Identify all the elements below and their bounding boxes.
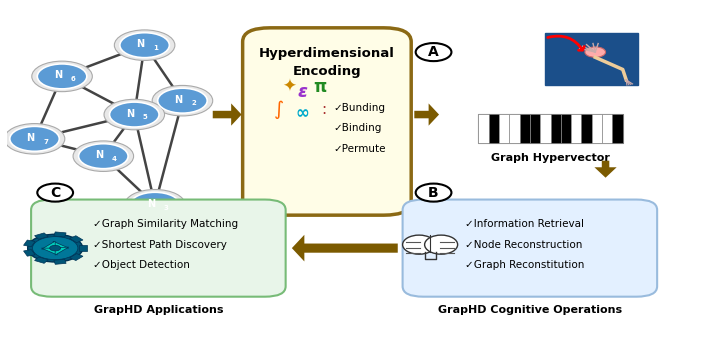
Bar	[499, 114, 509, 143]
Circle shape	[37, 184, 73, 202]
Bar	[550, 114, 561, 143]
Text: A: A	[428, 45, 439, 59]
Polygon shape	[41, 241, 55, 249]
Text: N: N	[136, 39, 145, 49]
Text: :: :	[321, 102, 326, 117]
Text: N: N	[95, 150, 103, 160]
Text: N: N	[126, 109, 134, 119]
Circle shape	[416, 43, 451, 61]
Text: Graph Hypervector: Graph Hypervector	[491, 153, 610, 163]
Bar	[602, 114, 612, 143]
Circle shape	[73, 141, 133, 171]
Bar	[69, 253, 83, 261]
Circle shape	[104, 99, 164, 130]
FancyBboxPatch shape	[31, 200, 286, 297]
Text: 7: 7	[43, 139, 48, 145]
Bar	[24, 250, 35, 256]
Text: ✓Information Retrieval: ✓Information Retrieval	[465, 219, 583, 229]
Text: GrapHD Applications: GrapHD Applications	[93, 306, 223, 315]
Ellipse shape	[425, 235, 458, 254]
FancyBboxPatch shape	[243, 28, 411, 215]
Text: N: N	[54, 70, 62, 80]
Bar	[34, 257, 48, 263]
Polygon shape	[53, 241, 69, 248]
Circle shape	[50, 245, 60, 251]
Text: ✦: ✦	[282, 78, 296, 96]
Bar	[24, 240, 35, 247]
Polygon shape	[55, 247, 69, 255]
Circle shape	[4, 124, 65, 154]
Text: ✓Graph Reconstitution: ✓Graph Reconstitution	[465, 261, 584, 270]
Polygon shape	[41, 248, 58, 255]
Text: N: N	[147, 199, 155, 209]
Bar	[54, 259, 66, 264]
Text: Hyperdimensional: Hyperdimensional	[259, 47, 395, 60]
Bar	[509, 114, 519, 143]
Text: 6: 6	[71, 76, 75, 82]
Circle shape	[114, 30, 175, 61]
Circle shape	[32, 237, 78, 259]
Text: Encoding: Encoding	[293, 65, 362, 78]
Bar	[478, 114, 623, 143]
Circle shape	[130, 192, 180, 217]
Text: C: C	[50, 185, 60, 200]
Text: ✓Object Detection: ✓Object Detection	[93, 261, 190, 270]
Circle shape	[32, 61, 93, 92]
Bar	[561, 114, 571, 143]
Ellipse shape	[585, 47, 606, 57]
Text: 5: 5	[143, 114, 147, 120]
Text: ✓Bunding: ✓Bunding	[334, 103, 386, 113]
Ellipse shape	[403, 235, 436, 254]
Text: ✓Permute: ✓Permute	[334, 144, 386, 154]
Text: ✓Graph Similarity Matching: ✓Graph Similarity Matching	[93, 219, 238, 229]
Text: GrapHD Cognitive Operations: GrapHD Cognitive Operations	[438, 306, 622, 315]
Bar	[530, 114, 541, 143]
Circle shape	[79, 144, 128, 169]
Text: ∫: ∫	[274, 100, 284, 119]
Bar	[34, 233, 48, 239]
Bar	[54, 232, 66, 237]
Text: 4: 4	[112, 156, 117, 162]
Bar	[571, 114, 581, 143]
Text: 3: 3	[164, 205, 168, 211]
Bar	[519, 114, 530, 143]
FancyBboxPatch shape	[545, 33, 638, 85]
Circle shape	[158, 88, 207, 113]
Circle shape	[10, 126, 59, 151]
Text: ✓Node Reconstruction: ✓Node Reconstruction	[465, 240, 582, 250]
Circle shape	[110, 102, 159, 127]
Text: π: π	[313, 78, 326, 96]
Text: ε: ε	[298, 83, 308, 101]
Bar	[612, 114, 623, 143]
Circle shape	[416, 184, 451, 202]
Bar	[592, 114, 602, 143]
Bar	[581, 114, 592, 143]
FancyBboxPatch shape	[403, 200, 657, 297]
Bar	[489, 114, 499, 143]
Circle shape	[120, 33, 169, 58]
Text: 2: 2	[191, 101, 196, 107]
Circle shape	[37, 64, 87, 89]
Text: ✓Binding: ✓Binding	[334, 124, 382, 133]
Bar	[79, 245, 87, 251]
Text: B: B	[428, 185, 439, 200]
Text: ✓Shortest Path Discovery: ✓Shortest Path Discovery	[93, 240, 227, 250]
Text: 1: 1	[153, 45, 158, 51]
Bar	[69, 236, 83, 242]
Circle shape	[27, 234, 83, 262]
Text: N: N	[27, 133, 34, 143]
Text: ∞: ∞	[296, 104, 310, 122]
Text: N: N	[174, 95, 183, 105]
Bar	[478, 114, 489, 143]
Circle shape	[152, 85, 213, 116]
Bar	[541, 114, 550, 143]
Circle shape	[125, 189, 185, 220]
